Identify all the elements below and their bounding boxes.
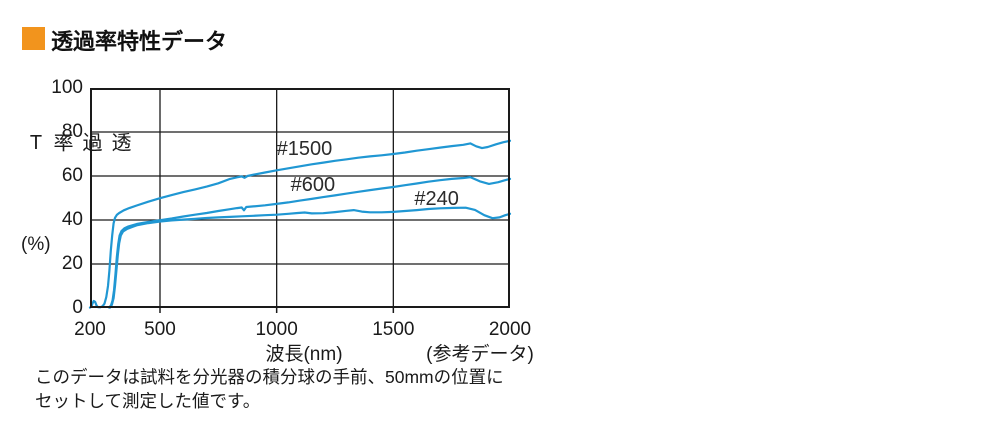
orange-square-bullet-icon bbox=[22, 27, 45, 50]
y-tick-label-20: 20 bbox=[61, 253, 83, 274]
footnote-line-1: このデータは試料を分光器の積分球の手前、50mmの位置に bbox=[35, 367, 504, 387]
series-label-240: #240 bbox=[414, 188, 459, 211]
y-tick-label-60: 60 bbox=[61, 165, 83, 186]
plot-area bbox=[88, 88, 512, 313]
y-tick-label-100: 100 bbox=[51, 77, 83, 98]
curve-1500 bbox=[88, 139, 512, 309]
section-title: 透過率特性データ bbox=[51, 29, 228, 54]
y-axis-unit-label: (%) bbox=[21, 234, 51, 255]
x-tick-label-500: 500 bbox=[144, 319, 176, 340]
x-tick-label-1500: 1500 bbox=[372, 319, 415, 340]
x-tick-label-1000: 1000 bbox=[255, 319, 298, 340]
plot-border bbox=[90, 88, 510, 308]
y-tick-label-40: 40 bbox=[61, 209, 83, 230]
y-tick-label-0: 0 bbox=[72, 297, 83, 318]
series-label-1500: #1500 bbox=[276, 137, 333, 160]
footnote: このデータは試料を分光器の積分球の手前、50mmの位置に セットして測定した値で… bbox=[35, 366, 504, 413]
footnote-line-2: セットして測定した値です。 bbox=[35, 390, 261, 411]
x-tick-label-2000: 2000 bbox=[488, 319, 532, 340]
x-axis-label: 波長(nm) bbox=[265, 344, 343, 365]
curve-240 bbox=[109, 206, 512, 309]
x-tick-label-200: 200 bbox=[74, 319, 106, 340]
x-axis-reference-note: (参考データ) bbox=[426, 344, 534, 365]
y-tick-label-80: 80 bbox=[61, 121, 83, 142]
series-label-600: #600 bbox=[290, 173, 336, 196]
curve-600 bbox=[108, 175, 512, 309]
